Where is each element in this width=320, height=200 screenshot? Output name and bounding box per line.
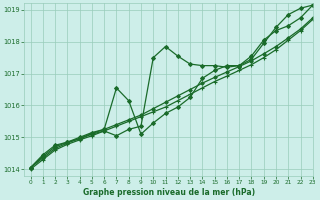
X-axis label: Graphe pression niveau de la mer (hPa): Graphe pression niveau de la mer (hPa) [83,188,255,197]
